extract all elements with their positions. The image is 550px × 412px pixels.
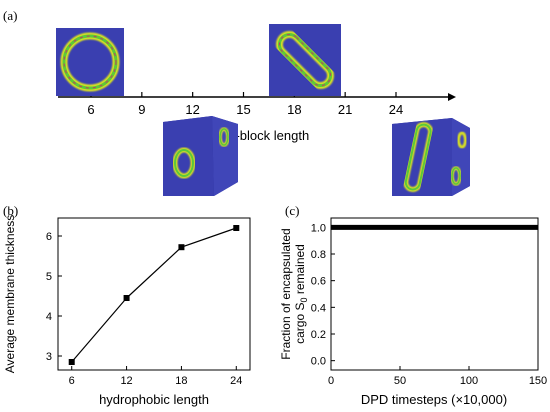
b-data-point: [178, 244, 185, 251]
a-tick-label: 9: [138, 102, 145, 117]
a-tick-label: 24: [389, 102, 403, 117]
c-y-axis-label-line1: Fraction of encapsulated: [279, 228, 293, 359]
panel-a-label: (a): [3, 8, 17, 23]
c-y-tick-label: 0.6: [311, 276, 326, 288]
c-y-tick-label: 1.0: [311, 222, 326, 234]
c-x-tick-label: 150: [529, 375, 547, 387]
a-axis-arrow: [448, 93, 456, 101]
a-axis-label: A-block length: [227, 128, 309, 143]
b-x-axis-label: hydrophobic length: [99, 392, 209, 407]
a-tick-label: 21: [338, 102, 352, 117]
panel-a: (a) 6 9 12 15 18 21 24 A-block length: [3, 8, 470, 196]
c-y-tick-label: 0.8: [311, 249, 326, 261]
elongated-2d-a18: [269, 24, 341, 96]
c-y-tick-label: 0.0: [311, 356, 326, 368]
c-x-tick-label: 50: [394, 375, 406, 387]
b-y-axis-label: Average membrane thickness: [3, 215, 17, 374]
b-series-line: [71, 227, 237, 363]
c-y-tick-label: 0.2: [311, 329, 326, 341]
b-data-point: [123, 295, 130, 301]
b-x-tick-label: 12: [120, 375, 132, 387]
panel-c: (c) Fraction of encapsulated cargo S0 re…: [279, 203, 547, 407]
b-y-tick-label: 5: [46, 271, 52, 283]
cube-3d-a12: [163, 116, 238, 196]
panel-c-label: (c): [285, 203, 299, 218]
b-y-tick-label: 3: [46, 351, 52, 363]
a-axis-ticks: 6 9 12 15 18 21 24: [87, 92, 403, 117]
c-x-ticks: 0 50 100 150: [328, 366, 547, 387]
c-plot-frame: [330, 217, 539, 371]
b-y-ticks: 3 4 5 6: [46, 231, 62, 363]
a-tick-label: 12: [185, 102, 199, 117]
a-tick-label: 18: [287, 102, 301, 117]
c-x-tick-label: 0: [328, 375, 334, 387]
b-y-tick-label: 4: [46, 311, 52, 323]
a-tick-label: 6: [87, 102, 94, 117]
b-x-tick-label: 24: [230, 375, 242, 387]
c-y-ticks: 0.0 0.2 0.4 0.6 0.8 1.0: [311, 222, 335, 368]
b-x-tick-label: 18: [175, 375, 187, 387]
b-x-tick-label: 6: [69, 375, 75, 387]
b-plot-frame: [57, 217, 251, 371]
cube-3d-a24: [392, 118, 470, 196]
c-y-axis-label-line2: cargo S0 remained: [293, 244, 309, 344]
panel-b: (b) Average membrane thickness hydrophob…: [3, 203, 251, 407]
c-x-axis-label: DPD timesteps (×10,000): [361, 392, 507, 407]
ring-2d-a6: [56, 28, 124, 96]
b-data-point: [68, 359, 75, 365]
a-tick-label: 15: [236, 102, 250, 117]
b-data-point: [233, 225, 240, 231]
c-y-tick-label: 0.4: [311, 302, 326, 314]
panel-b-label: (b): [3, 203, 18, 218]
b-y-tick-label: 6: [46, 231, 52, 243]
b-series-markers: [68, 225, 240, 365]
b-x-ticks: 6 12 18 24: [69, 366, 242, 387]
c-x-tick-label: 100: [460, 375, 478, 387]
